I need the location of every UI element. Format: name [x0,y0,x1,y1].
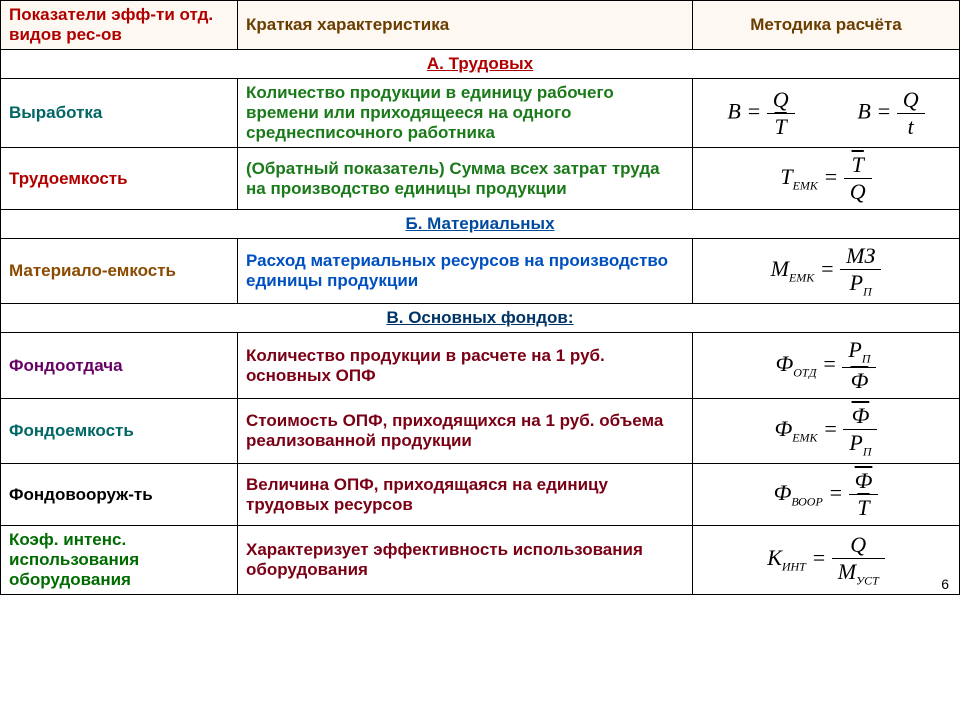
r1-desc: Количество продукции в единицу рабочего … [238,79,693,148]
r1-formula: B = QT B = Qt [693,79,960,148]
r3-desc: Расход материальных ресурсов на производ… [238,239,693,304]
header-row: Показатели эфф-ти отд. видов рес-ов Крат… [1,1,960,50]
row-materialoemkost: Материало-емкость Расход материальных ре… [1,239,960,304]
r5-name: Фондоемкость [1,398,238,463]
page-number: 6 [941,576,955,592]
row-fondovooruzh: Фондовооруж-ть Величина ОПФ, приходящаяс… [1,464,960,526]
r5-formula: ФЕМК = ФPП [693,398,960,463]
r2-desc: (Обратный показатель) Сумма всех затрат … [238,148,693,210]
r4-formula: ФОТД = PПФ [693,333,960,398]
row-fondoemkost: Фондоемкость Стоимость ОПФ, приходящихся… [1,398,960,463]
header-col2: Методика расчёта [693,1,960,50]
r5-desc: Стоимость ОПФ, приходящихся на 1 руб. об… [238,398,693,463]
r2-name: Трудоемкость [1,148,238,210]
section-b-title: Б. Материальных [1,210,960,239]
header-col1: Краткая характеристика [238,1,693,50]
r7-formula: КИНТ = QMУСТ 6 [693,526,960,595]
row-fondootdacha: Фондоотдача Количество продукции в расче… [1,333,960,398]
section-c-title: В. Основных фондов: [1,304,960,333]
r3-name: Материало-емкость [1,239,238,304]
r7-name: Коэф. интенс. использования оборудования [1,526,238,595]
r6-desc: Величина ОПФ, приходящаяся на единицу тр… [238,464,693,526]
r6-name: Фондовооруж-ть [1,464,238,526]
efficiency-indicators-table: Показатели эфф-ти отд. видов рес-ов Крат… [0,0,960,595]
r1-name: Выработка [1,79,238,148]
row-trudoemkost: Трудоемкость (Обратный показатель) Сумма… [1,148,960,210]
row-vyrabotka: Выработка Количество продукции в единицу… [1,79,960,148]
r2-formula: TЕМК = TQ [693,148,960,210]
r4-name: Фондоотдача [1,333,238,398]
r4-desc: Количество продукции в расчете на 1 руб.… [238,333,693,398]
header-col0: Показатели эфф-ти отд. видов рес-ов [1,1,238,50]
section-a-title: А. Трудовых [1,50,960,79]
r6-formula: ФВООР = ФT [693,464,960,526]
row-koef-intens: Коэф. интенс. использования оборудования… [1,526,960,595]
r3-formula: МЕМК = МЗPП [693,239,960,304]
r7-desc: Характеризует эффективность использовани… [238,526,693,595]
